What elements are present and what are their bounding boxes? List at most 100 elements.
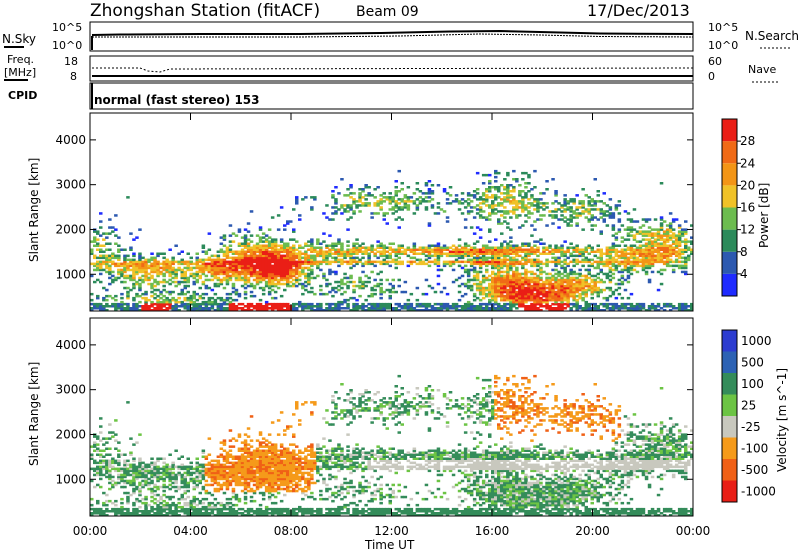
power-cell <box>415 182 420 185</box>
velocity-cell <box>114 469 118 473</box>
power-cell <box>587 282 591 286</box>
velocity-cell <box>90 497 94 501</box>
power-cell <box>126 196 130 199</box>
power-cell <box>267 254 272 258</box>
power-cell <box>132 272 136 276</box>
power-cell <box>132 296 136 300</box>
power-cell <box>509 216 513 219</box>
power-cell <box>249 268 254 272</box>
power-cell <box>412 242 417 245</box>
power-cell <box>596 292 600 296</box>
power-cell <box>548 214 552 217</box>
power-cell <box>382 244 386 247</box>
power-cell <box>500 276 504 280</box>
velocity-cell <box>141 469 145 473</box>
power-cell <box>198 307 202 310</box>
power-cell <box>485 196 489 199</box>
velocity-cell <box>108 431 112 434</box>
power-cell <box>267 290 272 294</box>
velocity-cell <box>111 467 115 471</box>
power-cell <box>165 307 169 310</box>
power-cell <box>267 302 272 306</box>
power-cell <box>216 284 221 288</box>
power-cell <box>352 192 356 195</box>
power-cell <box>132 266 136 270</box>
power-cell <box>237 230 242 233</box>
power-cell <box>485 256 489 260</box>
power-cell <box>684 264 688 268</box>
power-cell <box>557 246 561 249</box>
power-cell <box>506 242 510 245</box>
power-cell <box>343 254 347 258</box>
power-cell <box>572 284 576 288</box>
power-cell <box>382 248 386 251</box>
power-cell <box>605 296 610 300</box>
power-cell <box>316 309 320 312</box>
power-cell <box>225 302 230 306</box>
power-cell <box>533 186 537 189</box>
power-cell <box>554 268 558 272</box>
power-cell <box>276 309 281 312</box>
power-cell <box>599 248 603 251</box>
power-cell <box>373 196 377 199</box>
power-cell <box>237 244 242 247</box>
power-cell <box>301 302 305 306</box>
power-cell <box>457 252 462 255</box>
power-cell <box>677 256 682 260</box>
power-cell <box>626 238 631 241</box>
power-cell <box>276 264 281 268</box>
power-cell <box>524 196 528 199</box>
power-cell <box>379 292 383 296</box>
velocity-cell <box>174 512 178 515</box>
power-cell <box>494 256 498 260</box>
power-cell <box>334 258 338 262</box>
power-cell <box>469 264 474 268</box>
power-cell <box>415 286 420 290</box>
power-cell <box>388 252 392 255</box>
power-cell <box>599 208 603 211</box>
velocity-cell <box>168 497 172 501</box>
power-cell <box>551 284 555 288</box>
power-cell <box>394 252 398 255</box>
power-cell <box>343 208 347 211</box>
power-cell <box>641 250 646 253</box>
power-cell <box>204 268 209 272</box>
power-cell <box>542 282 546 286</box>
power-cell <box>412 256 417 260</box>
velocity-cell <box>123 512 127 515</box>
power-cell <box>126 258 130 262</box>
power-cell <box>307 280 311 284</box>
power-cell <box>276 266 281 270</box>
power-cell <box>156 309 160 312</box>
power-cell <box>548 309 552 312</box>
power-cell <box>123 302 127 306</box>
velocity-cell <box>126 501 130 505</box>
power-cell <box>475 309 480 312</box>
power-cell <box>298 300 302 304</box>
power-cell <box>509 278 513 282</box>
power-cell <box>457 276 462 280</box>
power-cell <box>364 262 368 266</box>
power-cell <box>273 274 278 278</box>
power-cell <box>283 260 287 264</box>
power-cell <box>623 288 628 292</box>
power-cell <box>475 258 480 262</box>
power-cell <box>593 307 597 310</box>
power-cell <box>536 294 540 298</box>
power-cell <box>346 250 350 253</box>
power-cell <box>569 214 573 217</box>
power-cell <box>201 302 206 306</box>
power-cell <box>424 262 429 266</box>
power-cell <box>316 302 320 306</box>
power-cell <box>258 226 263 229</box>
power-cell <box>394 192 398 195</box>
power-cell <box>270 240 275 243</box>
power-cell <box>258 260 263 264</box>
power-cell <box>572 294 576 298</box>
power-cell <box>424 208 429 211</box>
power-cell <box>436 184 441 187</box>
power-cell <box>665 224 670 227</box>
power-cell <box>569 292 573 296</box>
power-cell <box>165 280 169 284</box>
power-cell <box>587 276 591 280</box>
